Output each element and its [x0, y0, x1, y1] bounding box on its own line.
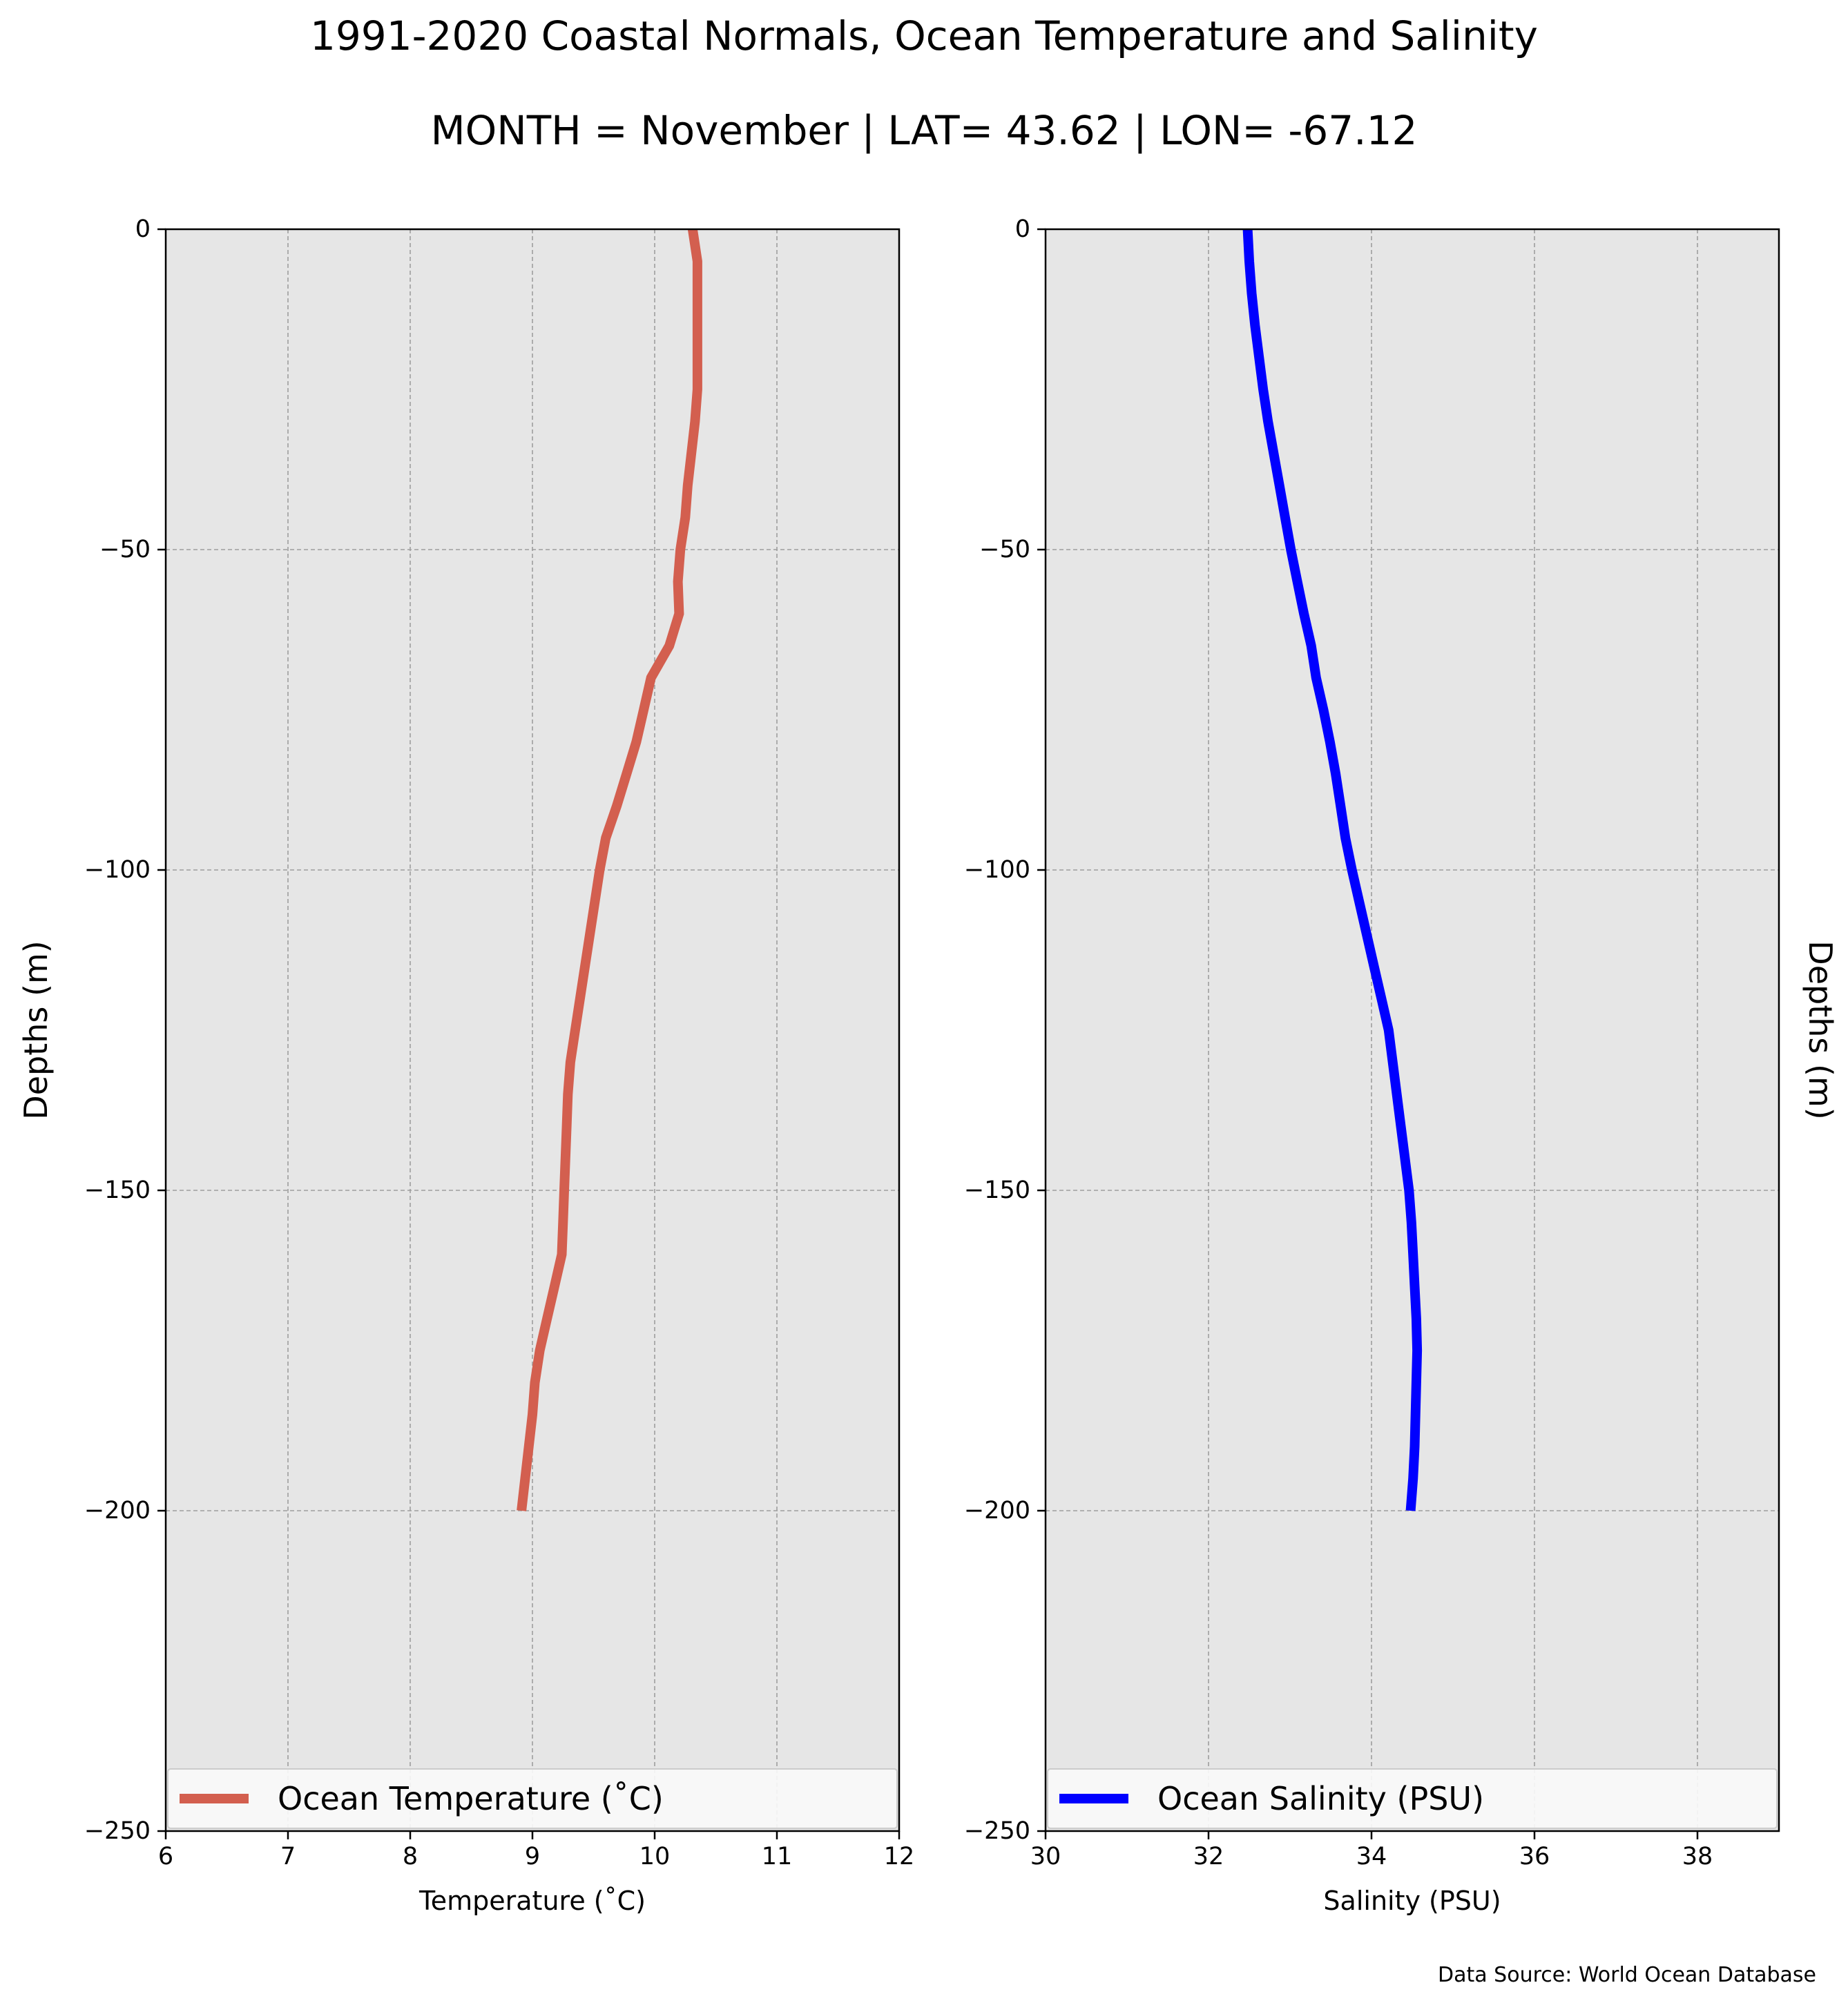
y-tick-label: −100: [964, 856, 1030, 884]
x-axis-label: Temperature (˚C): [418, 1886, 646, 1916]
y-tick-label: −250: [964, 1817, 1030, 1845]
y-tick-label: −50: [99, 536, 151, 563]
y-tick-label: 0: [1015, 215, 1030, 243]
series-line: [1242, 229, 1423, 1511]
legend-box: [167, 1768, 898, 1829]
y-tick-label: −150: [964, 1177, 1030, 1204]
y-tick-label: −50: [979, 536, 1030, 563]
y-axis-label: Depths (m): [1802, 940, 1839, 1119]
y-tick-label: −200: [84, 1497, 151, 1525]
x-tick-label: 11: [762, 1843, 793, 1870]
chart-subtitle: MONTH = November | LAT= 43.62 | LON= -67…: [430, 107, 1418, 154]
x-tick-label: 32: [1193, 1843, 1224, 1870]
series-line: [517, 228, 702, 1511]
x-tick-label: 9: [525, 1843, 540, 1870]
chart-title: 1991-2020 Coastal Normals, Ocean Tempera…: [310, 12, 1538, 59]
y-tick-label: 0: [135, 215, 151, 243]
panel-salinity: Ocean Salinity (PSU) 30 32 34 36 38 0 −50 −100 −1…: [964, 215, 1839, 1916]
legend-box: [1047, 1768, 1778, 1829]
legend: Ocean Temperature (˚C): [167, 1768, 898, 1829]
x-tick-label: 36: [1519, 1843, 1550, 1870]
plot-area: [1046, 229, 1779, 1831]
x-tick-label: 6: [158, 1843, 173, 1870]
x-tick-label: 38: [1682, 1843, 1713, 1870]
y-tick-label: −150: [84, 1177, 151, 1204]
x-tick-label: 8: [403, 1843, 418, 1870]
x-axis-label: Salinity (PSU): [1323, 1886, 1501, 1916]
y-tick-label: −100: [84, 856, 151, 884]
data-source-note: Data Source: World Ocean Database: [1438, 1963, 1816, 1987]
axes-frame: [1044, 228, 1780, 1832]
legend-label: Ocean Salinity (PSU): [1157, 1780, 1484, 1817]
x-tick-label: 30: [1030, 1843, 1061, 1870]
y-tick-label: −200: [964, 1497, 1030, 1525]
x-tick-label: 7: [280, 1843, 296, 1870]
y-tick-label: −250: [84, 1817, 151, 1845]
panel-temperature: Ocean Temperature (˚C) 6 7 8 9 10 11 12 0 −50 −100…: [17, 215, 914, 1916]
x-tick-label: 12: [884, 1843, 915, 1870]
legend-label: Ocean Temperature (˚C): [278, 1780, 664, 1817]
x-tick-label: 34: [1356, 1843, 1387, 1870]
x-tick-label: 10: [639, 1843, 671, 1870]
y-axis-label: Depths (m): [17, 940, 55, 1119]
legend: Ocean Salinity (PSU): [1047, 1768, 1778, 1829]
